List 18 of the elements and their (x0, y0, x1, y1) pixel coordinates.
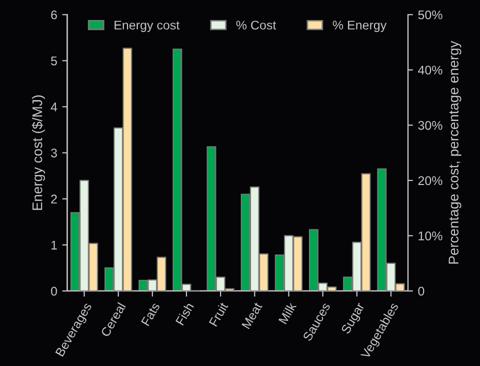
y-tick-label: 5 (51, 56, 57, 66)
y2-tick-label: 10% (418, 232, 442, 240)
y2-tick-label: 40% (418, 66, 442, 75)
y2-tick-label: 0 (418, 286, 424, 296)
legend-label: % Cost (236, 20, 276, 30)
y2-axis-title: Percentage cost, percentage energy (448, 40, 462, 264)
y-tick-label: 3 (51, 148, 57, 158)
legend-label: % Energy (332, 20, 387, 32)
y-tick-label: 6 (51, 10, 57, 20)
y2-tick-label: 20% (418, 176, 442, 186)
y2-tick-label: 30% (418, 120, 442, 130)
y-tick-label: 2 (51, 194, 57, 204)
y-axis-title: Energy cost ($/MJ) (32, 95, 45, 210)
y-tick-label: 0 (51, 286, 57, 296)
y2-tick-label: 50% (418, 10, 442, 20)
y-tick-label: 1 (51, 240, 57, 250)
y-tick-label: 4 (50, 102, 58, 112)
legend-label: Energy cost (114, 20, 180, 32)
